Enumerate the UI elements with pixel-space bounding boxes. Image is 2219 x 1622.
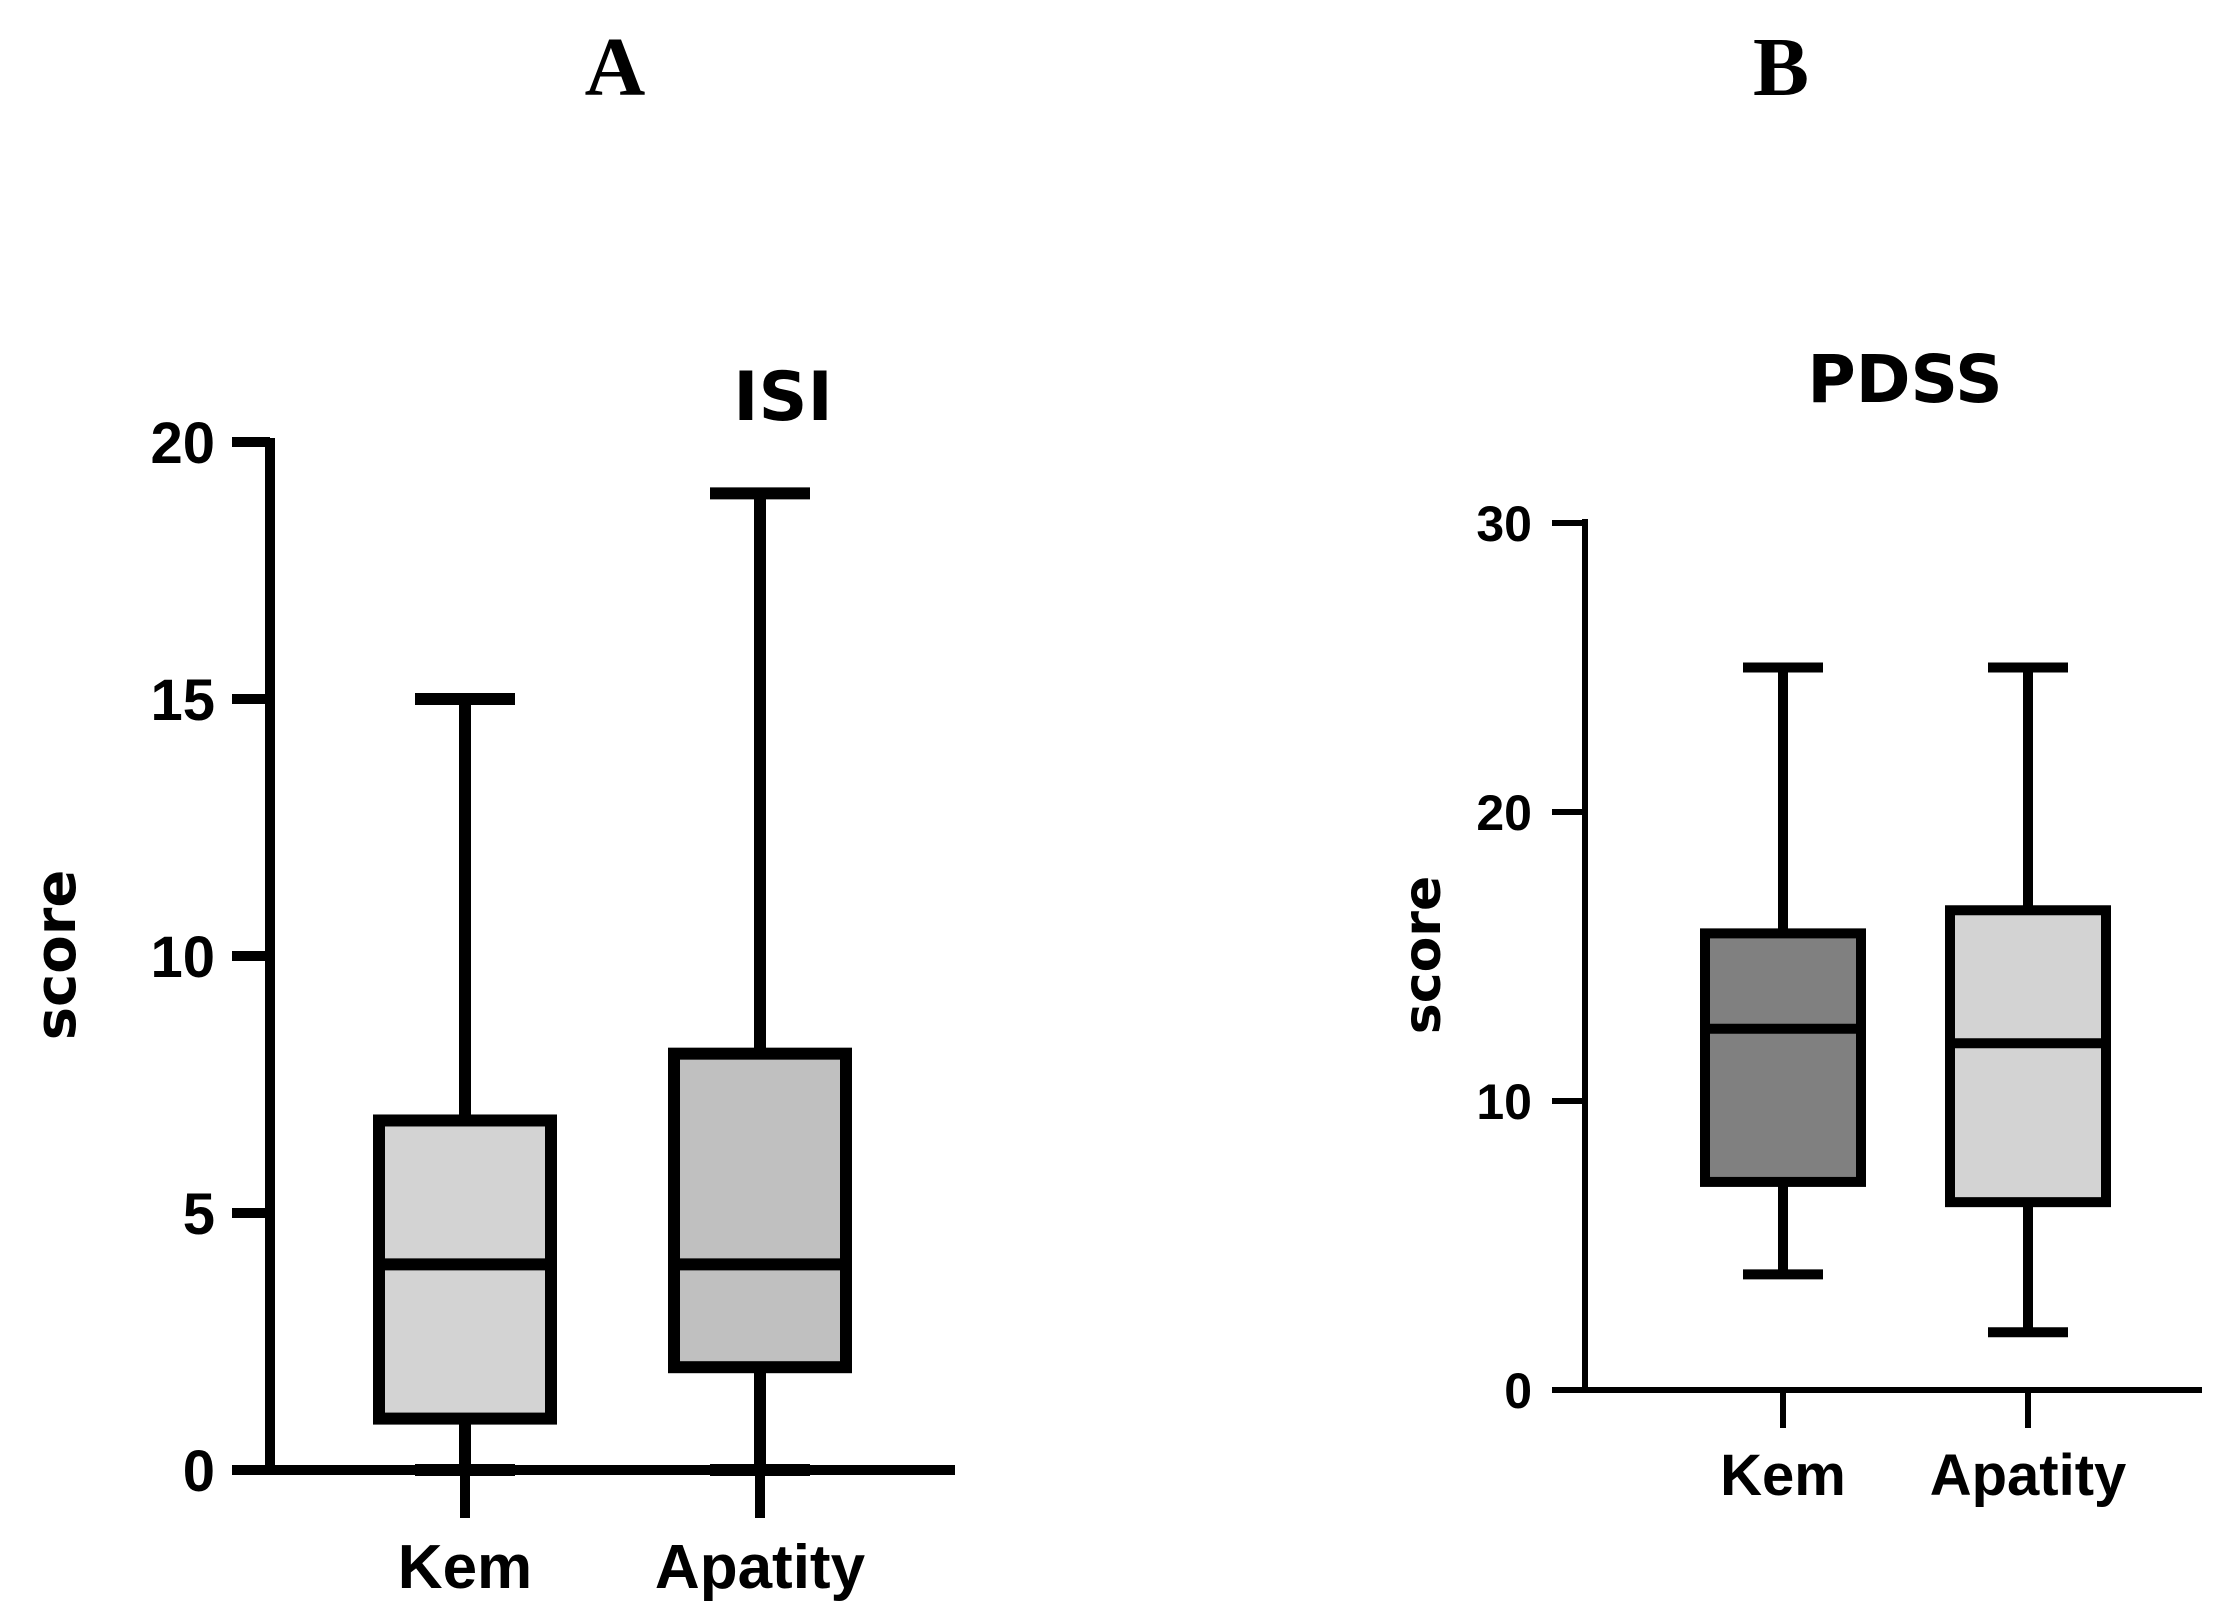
- y-tick-label: 10: [1476, 1074, 1532, 1130]
- y-tick-label: 0: [183, 1439, 215, 1504]
- x-tick-label: Apatity: [655, 1533, 866, 1602]
- y-tick-label: 5: [183, 1182, 215, 1247]
- y-tick-label: 0: [1504, 1363, 1532, 1419]
- box-apatity: Apatity: [655, 487, 866, 1602]
- y-tick-label: 30: [1476, 496, 1532, 552]
- x-tick-label: Apatity: [1930, 1443, 2127, 1508]
- box-kem: Kem: [1700, 662, 1866, 1508]
- x-tick-label: Kem: [1720, 1443, 1846, 1508]
- y-tick-label: 20: [1476, 785, 1532, 841]
- pdss-chart: PDSS score 0 10 20 30 Kem Apatity: [1393, 341, 2202, 1508]
- isi-chart: ISI score 0 5 10 15 20 Kem Apatity: [24, 358, 955, 1602]
- box-iqr: [1700, 928, 1866, 1187]
- y-tick-label: 10: [150, 925, 215, 990]
- box-apatity: Apatity: [1930, 662, 2127, 1508]
- x-tick-label: Kem: [398, 1533, 532, 1602]
- y-tick-label: 15: [150, 668, 215, 733]
- y-axis-label: score: [1393, 876, 1453, 1034]
- panel-b-label: B: [1753, 21, 1809, 114]
- chart-title: PDSS: [1807, 341, 2002, 418]
- box-iqr: [668, 1047, 852, 1374]
- box-iqr: [1945, 905, 2111, 1208]
- box-kem: Kem: [373, 693, 557, 1602]
- chart-title: ISI: [733, 358, 833, 437]
- y-axis-label: score: [24, 870, 89, 1041]
- y-tick-label: 20: [150, 411, 215, 476]
- panel-a-label: A: [585, 21, 646, 114]
